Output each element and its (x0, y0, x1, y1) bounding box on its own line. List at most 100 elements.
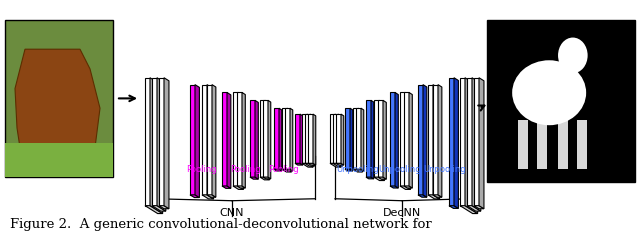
Polygon shape (358, 108, 362, 172)
Text: Unpooling: Unpooling (337, 165, 380, 174)
Polygon shape (333, 163, 342, 166)
Polygon shape (335, 114, 341, 167)
Polygon shape (383, 100, 387, 179)
Polygon shape (279, 108, 282, 171)
Polygon shape (305, 114, 310, 163)
Polygon shape (233, 186, 243, 189)
Polygon shape (313, 114, 316, 165)
Polygon shape (150, 78, 163, 214)
Polygon shape (479, 78, 484, 209)
Polygon shape (336, 114, 341, 163)
Polygon shape (404, 92, 409, 186)
Polygon shape (242, 92, 245, 188)
Polygon shape (404, 186, 412, 188)
Polygon shape (202, 195, 214, 199)
Polygon shape (428, 85, 433, 195)
Bar (518, 120, 528, 169)
Polygon shape (207, 195, 216, 197)
Polygon shape (310, 114, 314, 166)
Polygon shape (164, 78, 169, 209)
Polygon shape (465, 78, 477, 214)
Polygon shape (287, 108, 291, 172)
Polygon shape (345, 108, 350, 169)
Polygon shape (250, 177, 259, 179)
Bar (5, 143, 113, 177)
Polygon shape (330, 163, 341, 167)
Polygon shape (341, 114, 344, 165)
Polygon shape (356, 108, 361, 169)
Polygon shape (263, 177, 271, 179)
Polygon shape (438, 85, 442, 197)
Polygon shape (345, 169, 353, 171)
Bar (537, 120, 547, 169)
Polygon shape (250, 100, 255, 177)
Polygon shape (274, 169, 282, 171)
Polygon shape (350, 108, 353, 171)
Bar (487, 20, 635, 182)
Polygon shape (390, 92, 395, 186)
Polygon shape (449, 206, 458, 208)
Polygon shape (300, 114, 303, 165)
Polygon shape (265, 100, 269, 180)
Polygon shape (374, 177, 385, 181)
Polygon shape (361, 108, 364, 171)
Polygon shape (390, 186, 398, 188)
Polygon shape (260, 177, 269, 180)
Text: Unpooling: Unpooling (424, 165, 467, 174)
Polygon shape (460, 206, 477, 214)
Text: Unpooling: Unpooling (379, 165, 421, 174)
Polygon shape (222, 186, 231, 188)
Polygon shape (454, 78, 458, 208)
Polygon shape (152, 78, 157, 206)
Polygon shape (472, 78, 481, 211)
Polygon shape (237, 186, 245, 188)
Polygon shape (157, 78, 166, 211)
Polygon shape (467, 78, 472, 206)
Polygon shape (238, 92, 243, 189)
Polygon shape (295, 163, 303, 165)
Polygon shape (400, 186, 410, 189)
Polygon shape (274, 108, 279, 169)
Polygon shape (308, 114, 313, 163)
Text: Pooling: Pooling (186, 165, 216, 174)
Polygon shape (302, 163, 313, 167)
Polygon shape (190, 85, 195, 195)
Polygon shape (353, 169, 362, 172)
Polygon shape (371, 100, 374, 179)
Polygon shape (282, 169, 291, 172)
Polygon shape (285, 169, 292, 171)
Polygon shape (336, 163, 344, 165)
Polygon shape (378, 177, 387, 179)
Polygon shape (474, 78, 479, 206)
Polygon shape (449, 78, 454, 206)
Polygon shape (418, 195, 427, 197)
Polygon shape (378, 100, 383, 177)
Polygon shape (374, 100, 379, 177)
Polygon shape (263, 100, 268, 177)
Polygon shape (260, 100, 265, 177)
Polygon shape (379, 100, 385, 181)
Polygon shape (433, 85, 440, 199)
Polygon shape (207, 85, 212, 195)
Polygon shape (433, 85, 438, 195)
Bar (577, 120, 588, 169)
Polygon shape (285, 108, 290, 169)
Polygon shape (305, 163, 314, 166)
Text: Pooling: Pooling (230, 165, 260, 174)
Polygon shape (333, 114, 338, 163)
Polygon shape (418, 85, 423, 195)
Ellipse shape (558, 37, 588, 73)
Polygon shape (356, 169, 364, 171)
Polygon shape (207, 85, 214, 199)
Polygon shape (307, 114, 313, 167)
Polygon shape (338, 114, 342, 166)
Polygon shape (152, 206, 166, 211)
Ellipse shape (512, 60, 586, 125)
Text: Figure 2.  A generic convolutional-deconvolutional network for: Figure 2. A generic convolutional-deconv… (10, 218, 432, 231)
Polygon shape (212, 85, 216, 197)
Polygon shape (159, 206, 169, 209)
Polygon shape (428, 195, 440, 199)
Polygon shape (302, 114, 307, 163)
Text: Pooling: Pooling (268, 165, 298, 174)
Polygon shape (467, 206, 481, 211)
